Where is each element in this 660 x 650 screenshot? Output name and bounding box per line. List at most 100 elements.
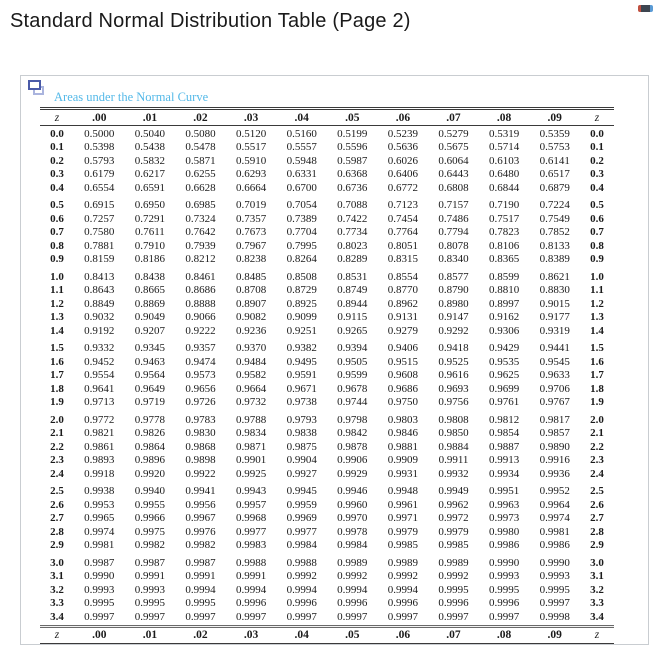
value-cell: 0.9985 [438,539,469,552]
z-cell: 2.0 [590,413,604,426]
value-cell: 0.9998 [539,610,570,623]
value-cell: 0.7224 [539,199,570,212]
value-cell: 0.8485 [235,270,267,283]
table-header-row: z .00 .01 .02 .03 .04 .05 .06 .07 .08 .09 z [40,110,614,125]
table-row: 1.3 0.9032 0.9049 0.9066 0.9082 0.9099 0.9115 0… [40,311,614,325]
value-cell: 0.9875 [286,440,317,453]
value-cell: 0.9945 [286,485,317,498]
value-cell: 0.7939 [185,239,216,252]
z-cell: 3.3 [590,597,604,610]
page-title: Standard Normal Distribution Table (Page… [10,10,411,32]
value-cell: 0.9525 [438,355,469,368]
value-cell: 0.8997 [488,297,520,310]
table-row: 0.1 0.5398 0.5438 0.5478 0.5517 0.5557 0.5596 0… [40,141,614,155]
table-row: 1.8 0.9641 0.9649 0.9656 0.9664 0.9671 0.9678 0… [40,382,614,396]
handle-body-segment [641,5,650,12]
value-cell: 0.9995 [438,583,469,596]
value-cell: 0.9995 [488,583,520,596]
value-cell: 0.5438 [134,141,166,154]
value-cell: 0.9861 [84,440,115,453]
value-cell: 0.9993 [84,583,115,596]
value-cell: 0.9991 [185,570,216,583]
value-cell: 0.5910 [235,154,267,167]
value-cell: 0.9699 [488,382,520,395]
value-cell: 0.9772 [84,413,115,426]
value-cell: 0.5319 [488,127,520,140]
value-cell: 0.8461 [185,270,216,283]
value-cell: 0.7852 [539,226,570,239]
z-cell: 0.4 [590,181,604,194]
copy-windows-icon[interactable] [28,80,45,96]
value-cell: 0.8643 [84,284,115,297]
value-cell: 0.9808 [438,413,469,426]
z-cell: 1.3 [50,311,64,324]
value-cell: 0.9996 [235,597,267,610]
value-cell: 0.9981 [539,525,570,538]
header-cell: .01 [142,629,158,641]
value-cell: 0.9671 [286,382,317,395]
value-cell: 0.9821 [84,427,115,440]
window-handle-icon[interactable] [638,5,653,12]
value-cell: 0.5239 [387,127,419,140]
z-cell: 3.2 [590,583,604,596]
value-cell: 0.7389 [286,212,317,225]
z-cell: 1.6 [50,355,64,368]
value-cell: 0.9993 [488,570,520,583]
table-row: 2.0 0.9772 0.9778 0.9783 0.9788 0.9793 0.9798 0… [40,413,614,427]
value-cell: 0.9990 [539,556,570,569]
value-cell: 0.9993 [539,570,570,583]
value-cell: 0.8621 [539,270,570,283]
table-row: 3.2 0.9993 0.9993 0.9994 0.9994 0.9994 0.9994 0… [40,583,614,597]
value-cell: 0.9664 [235,382,267,395]
value-cell: 0.7967 [235,239,267,252]
value-cell: 0.9756 [438,396,469,409]
value-cell: 0.8051 [387,239,419,252]
table-row: 0.0 0.5000 0.5040 0.5080 0.5120 0.5160 0.5199 0… [40,127,614,141]
value-cell: 0.9911 [438,454,469,467]
value-cell: 0.9996 [438,597,469,610]
value-cell: 0.6772 [387,181,419,194]
z-cell: 0.5 [590,199,604,212]
value-cell: 0.9803 [387,413,419,426]
table-row: 0.7 0.7580 0.7611 0.7642 0.7673 0.7704 0.7734 0… [40,226,614,240]
value-cell: 0.8238 [235,253,267,266]
value-cell: 0.9394 [337,342,368,355]
value-cell: 0.5040 [134,127,166,140]
value-cell: 0.9162 [488,311,520,324]
value-cell: 0.5000 [84,127,115,140]
value-cell: 0.9996 [488,597,520,610]
value-cell: 0.9997 [235,610,267,623]
value-cell: 0.9406 [387,342,419,355]
value-cell: 0.9949 [438,485,469,498]
value-cell: 0.9909 [387,454,419,467]
z-cell: 0.7 [590,226,604,239]
table-row: 0.3 0.6179 0.6217 0.6255 0.6293 0.6331 0.6368 0… [40,168,614,182]
value-cell: 0.5398 [84,141,115,154]
value-cell: 0.6808 [438,181,469,194]
z-cell: 1.4 [590,324,604,337]
value-cell: 0.9983 [235,539,267,552]
value-cell: 0.9893 [84,454,115,467]
value-cell: 0.8980 [438,297,469,310]
header-cell: .05 [345,111,360,124]
value-cell: 0.9996 [387,597,419,610]
value-cell: 0.9994 [387,583,419,596]
table-panel: Areas under the Normal Curve z .00 .01 .02.… [20,75,649,645]
value-cell: 0.9484 [235,355,267,368]
value-cell: 0.9099 [286,311,317,324]
z-cell: 3.2 [50,583,64,596]
value-cell: 0.9955 [134,498,166,511]
value-cell: 0.8925 [286,297,317,310]
value-cell: 0.7123 [387,199,419,212]
value-cell: 0.9994 [337,583,368,596]
value-cell: 0.8438 [134,270,166,283]
value-cell: 0.7357 [235,212,267,225]
value-cell: 0.5279 [438,127,469,140]
header-cell: .07 [446,629,461,641]
value-cell: 0.8289 [337,253,368,266]
value-cell: 0.9936 [539,467,570,480]
z-cell: 0.2 [590,154,604,167]
value-cell: 0.9971 [387,512,419,525]
table-row: 1.5 0.9332 0.9345 0.9357 0.9370 0.9382 0.9394 0… [40,342,614,356]
value-cell: 0.9962 [438,498,469,511]
